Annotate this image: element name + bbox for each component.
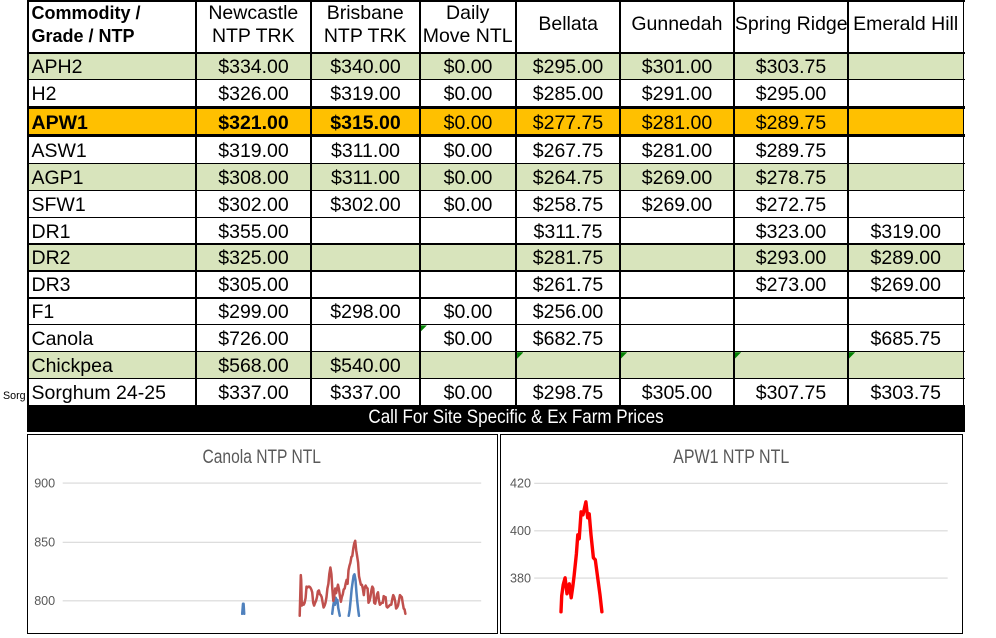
svg-text:850: 850 (34, 536, 55, 550)
svg-text:800: 800 (34, 594, 55, 608)
svg-text:380: 380 (510, 572, 531, 586)
svg-text:Canola NTP NTL: Canola NTP NTL (202, 445, 321, 467)
svg-text:APW1 NTP NTL: APW1 NTP NTL (673, 446, 789, 468)
svg-text:900: 900 (34, 477, 55, 491)
svg-text:400: 400 (510, 524, 531, 538)
svg-text:420: 420 (510, 477, 531, 491)
